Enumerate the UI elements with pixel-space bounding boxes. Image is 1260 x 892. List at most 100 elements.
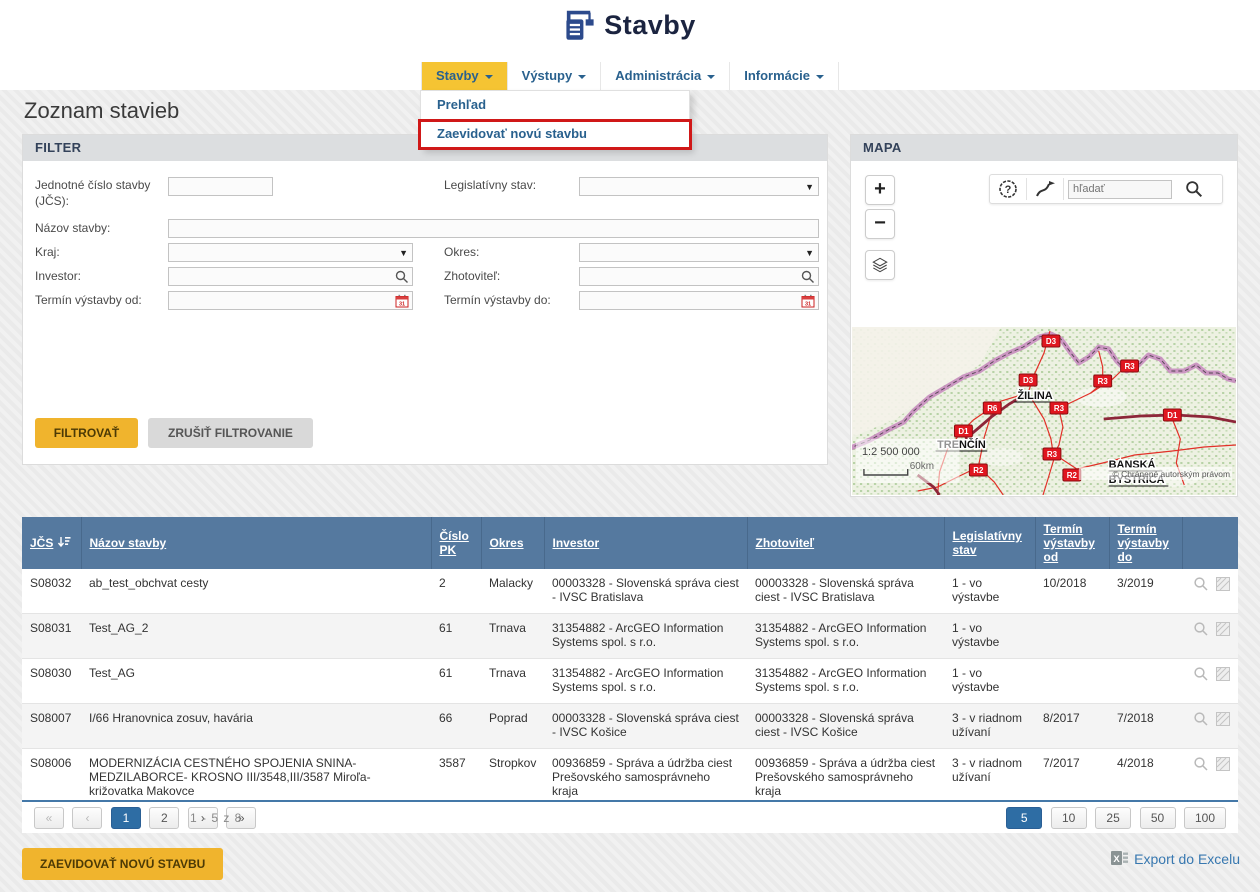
new-stavba-button[interactable]: ZAEVIDOVAŤ NOVÚ STAVBU [22, 848, 223, 880]
page-size-5-button[interactable]: 5 [1006, 807, 1042, 829]
search-icon[interactable] [801, 270, 815, 284]
toolbar-divider [1063, 178, 1064, 200]
filter-button[interactable]: FILTROVAŤ [35, 418, 138, 448]
table-row: S08032 ab_test_obchvat cesty 2 Malacky 0… [22, 569, 1238, 614]
jcs-label: Jednotné číslo stavby (JČS): [35, 177, 157, 209]
svg-text:31: 31 [805, 302, 811, 308]
chevron-down-icon [578, 75, 586, 79]
map-route-button[interactable] [1027, 175, 1063, 203]
kraj-label: Kraj: [35, 244, 60, 260]
stavby-table: JČS Názov stavby Číslo PK Okres Investor… [22, 517, 1238, 808]
nav-item-administracia[interactable]: Administrácia [600, 62, 729, 90]
calendar-icon[interactable]: 31 [395, 294, 409, 308]
calendar-icon[interactable]: 31 [801, 294, 815, 308]
pagination-bar: « ‹ 1 2 › » 1 - 5 z 8 5 10 25 50 100 [22, 800, 1238, 833]
nav-item-vystupy[interactable]: Výstupy [507, 62, 601, 90]
road-shield: R3 [1124, 362, 1135, 371]
row-show-on-map-icon[interactable] [1215, 621, 1231, 637]
menu-item-zaevidovat-novu-stavbu[interactable]: Zaevidovať novú stavbu [421, 119, 689, 148]
export-to-excel-link[interactable]: X Export do Excelu [1111, 850, 1240, 867]
cancel-filter-button[interactable]: ZRUŠIŤ FILTROVANIE [148, 418, 313, 448]
termin-do-input[interactable]: 31 [579, 291, 819, 310]
nav-item-informacie[interactable]: Informácie [729, 62, 839, 90]
table-header-row: JČS Názov stavby Číslo PK Okres Investor… [22, 517, 1238, 569]
page-size-100-button[interactable]: 100 [1184, 807, 1226, 829]
app-header: Stavby Stavby Výstupy Administrácia Info… [0, 0, 1260, 90]
map-scale: 1:2 500 000 60km [856, 439, 959, 483]
row-detail-search-icon[interactable] [1193, 621, 1209, 637]
menu-item-prehlad[interactable]: Prehľad [421, 91, 689, 119]
svg-text:?: ? [1005, 184, 1012, 196]
road-shield: R2 [973, 466, 984, 475]
stavby-dropdown-menu: Prehľad Zaevidovať novú stavbu [420, 90, 690, 149]
page: Stavby Stavby Výstupy Administrácia Info… [0, 0, 1260, 892]
scale-distance: 60km [910, 461, 934, 472]
column-header-termin-od: Termín výstavby od [1035, 517, 1109, 569]
page-size-50-button[interactable]: 50 [1140, 807, 1176, 829]
termin-od-input[interactable]: 31 [168, 291, 413, 310]
sort-descending-icon[interactable] [57, 536, 71, 548]
map-search-button[interactable] [1176, 175, 1212, 203]
chevron-down-icon [816, 75, 824, 79]
map-toolbar: ? [989, 174, 1223, 204]
map-search-input[interactable] [1068, 180, 1172, 199]
road-shield: D1 [958, 427, 969, 436]
map-zoom-out-button[interactable]: − [865, 209, 895, 239]
pager-page-1-button[interactable]: 1 [111, 807, 141, 829]
road-shield: D1 [1167, 411, 1178, 420]
column-header-okres: Okres [481, 517, 544, 569]
road-shield: R3 [1098, 377, 1109, 386]
column-header-termin-do: Termín výstavby do [1109, 517, 1182, 569]
row-show-on-map-icon[interactable] [1215, 711, 1231, 727]
city-label-zilina: ŽILINA [1017, 389, 1052, 402]
map-layers-button[interactable] [865, 250, 895, 280]
road-shield: R6 [987, 404, 998, 413]
column-header-cislo-pk: Číslo PK [431, 517, 481, 569]
investor-label: Investor: [35, 268, 81, 284]
pager-prev-button[interactable]: ‹ [72, 807, 102, 829]
table-row: S08006 MODERNIZÁCIA CESTNÉHO SPOJENIA SN… [22, 749, 1238, 808]
jcs-input[interactable] [168, 177, 273, 196]
legislativny-stav-select[interactable] [579, 177, 819, 196]
row-show-on-map-icon[interactable] [1215, 666, 1231, 682]
nazov-stavby-input[interactable] [168, 219, 819, 238]
map-panel-title: MAPA [851, 135, 1237, 161]
column-header-nazov: Názov stavby [81, 517, 431, 569]
copyright-text: © Chránené autorským právom [1113, 469, 1230, 479]
okres-select[interactable] [579, 243, 819, 262]
search-icon [1185, 180, 1203, 198]
road-shield: R2 [1067, 471, 1078, 480]
route-flag-icon [1034, 179, 1056, 199]
row-show-on-map-icon[interactable] [1215, 756, 1231, 772]
map-canvas[interactable]: ŽILINA TRENČÍN BANSKÁ BYSTRICA D3 R3 D3 … [852, 327, 1236, 495]
nav-item-stavby[interactable]: Stavby [421, 62, 507, 90]
road-shield: R3 [1047, 450, 1058, 459]
pager-page-2-button[interactable]: 2 [149, 807, 179, 829]
row-detail-search-icon[interactable] [1193, 576, 1209, 592]
map-info-globe-button[interactable]: ? [990, 175, 1026, 203]
map-panel: MAPA + − ? [850, 134, 1238, 497]
road-shield: D3 [1046, 337, 1057, 346]
page-title: Zoznam stavieb [24, 98, 179, 124]
row-detail-search-icon[interactable] [1193, 756, 1209, 772]
kraj-select[interactable] [168, 243, 413, 262]
zhotovitel-lookup-input[interactable] [579, 267, 819, 286]
page-size-25-button[interactable]: 25 [1095, 807, 1131, 829]
map-attribution: © Chránené autorským právom [1079, 467, 1232, 480]
pager-first-button[interactable]: « [34, 807, 64, 829]
legislativny-stav-label: Legislatívny stav: [444, 177, 574, 193]
map-zoom-in-button[interactable]: + [865, 175, 895, 205]
investor-lookup-input[interactable] [168, 267, 413, 286]
chevron-down-icon [485, 75, 493, 79]
page-size-10-button[interactable]: 10 [1051, 807, 1087, 829]
row-show-on-map-icon[interactable] [1215, 576, 1231, 592]
export-label: Export do Excelu [1134, 851, 1240, 867]
road-shield: R3 [1054, 404, 1065, 413]
table-row: S08030 Test_AG 61 Trnava 31354882 - ArcG… [22, 659, 1238, 704]
row-detail-search-icon[interactable] [1193, 666, 1209, 682]
search-icon[interactable] [395, 270, 409, 284]
column-header-zhotovitel: Zhotoviteľ [747, 517, 944, 569]
stavby-logo-icon [564, 8, 596, 42]
row-detail-search-icon[interactable] [1193, 711, 1209, 727]
chevron-down-icon [805, 248, 814, 258]
